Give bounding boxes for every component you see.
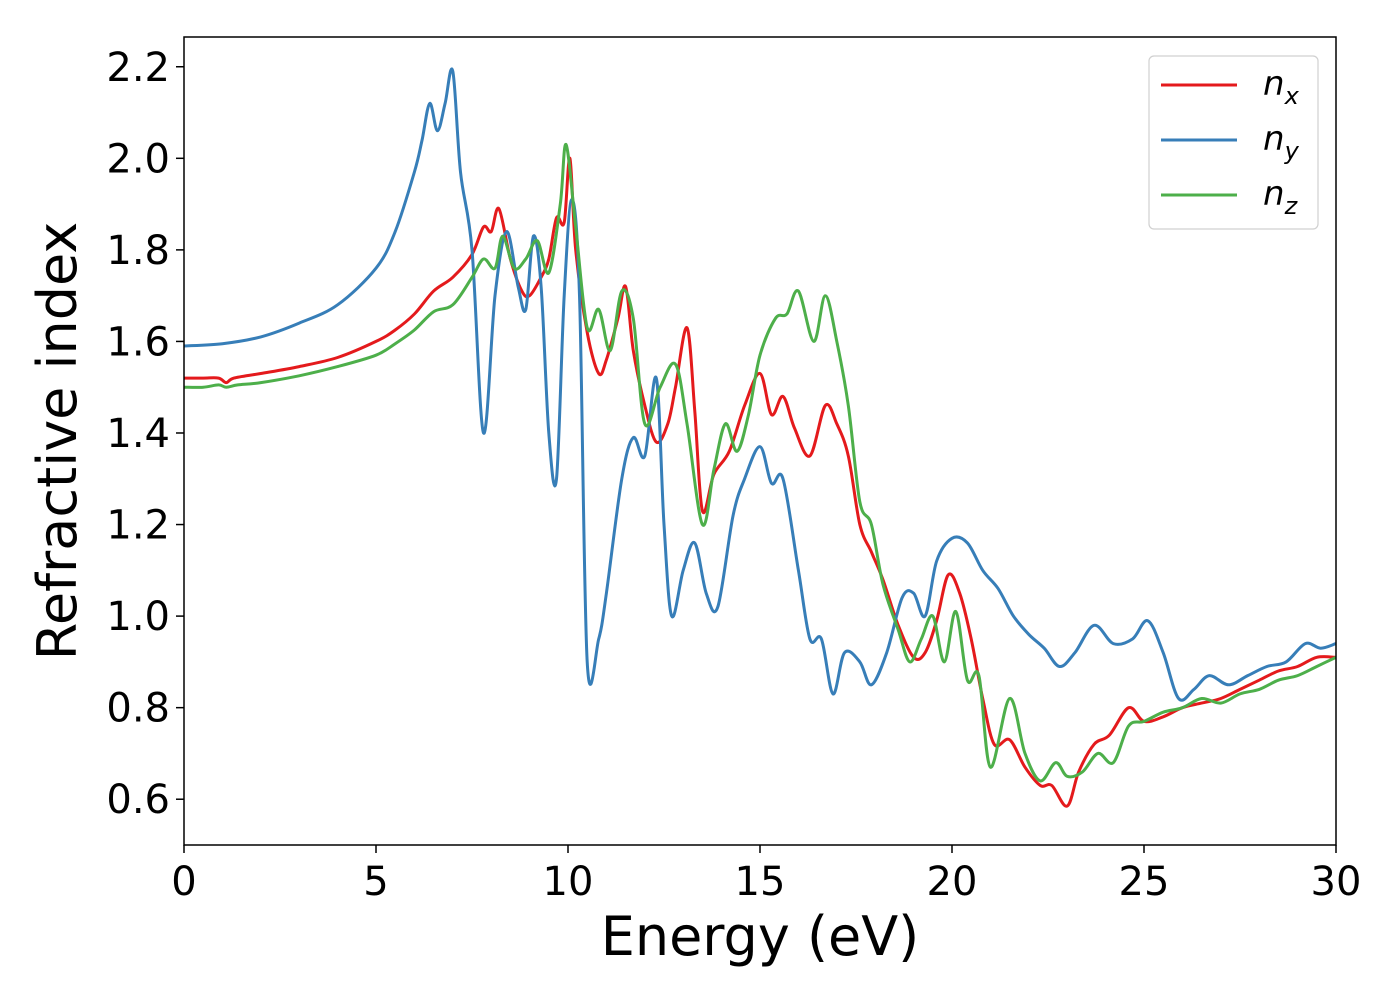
y-tick-label: 2.0 <box>106 136 170 182</box>
y-tick-label: 0.8 <box>106 686 170 732</box>
series-line-ny <box>184 67 1336 702</box>
x-tick-label: 20 <box>927 859 978 905</box>
y-tick-label: 1.0 <box>106 594 170 640</box>
legend-box <box>1148 55 1319 230</box>
y-axis: 0.6 0.8 1.0 1.2 1.4 1.6 1.8 2.0 2.2 <box>106 45 184 823</box>
y-tick-label: 1.2 <box>106 503 170 549</box>
x-axis: 0 5 10 15 20 25 30 <box>171 845 1361 905</box>
y-tick-label: 1.4 <box>106 411 170 457</box>
x-tick-label: 5 <box>363 859 388 905</box>
x-axis-label: Energy (eV) <box>601 905 920 968</box>
series-layer <box>184 67 1336 808</box>
y-tick-label: 1.6 <box>106 319 170 365</box>
series-line-nx <box>184 156 1336 808</box>
x-tick-label: 10 <box>543 859 594 905</box>
y-tick-label: 0.6 <box>106 777 170 823</box>
legend-label-nx: nx <box>1263 64 1300 110</box>
x-tick-label: 15 <box>735 859 786 905</box>
x-tick-label: 30 <box>1311 859 1362 905</box>
y-axis-label: Refractive index <box>26 222 89 661</box>
y-tick-label: 1.8 <box>106 228 170 274</box>
x-tick-label: 25 <box>1119 859 1170 905</box>
y-tick-label: 2.2 <box>106 45 170 91</box>
series-line-nz <box>184 143 1336 783</box>
x-tick-label: 0 <box>171 859 196 905</box>
